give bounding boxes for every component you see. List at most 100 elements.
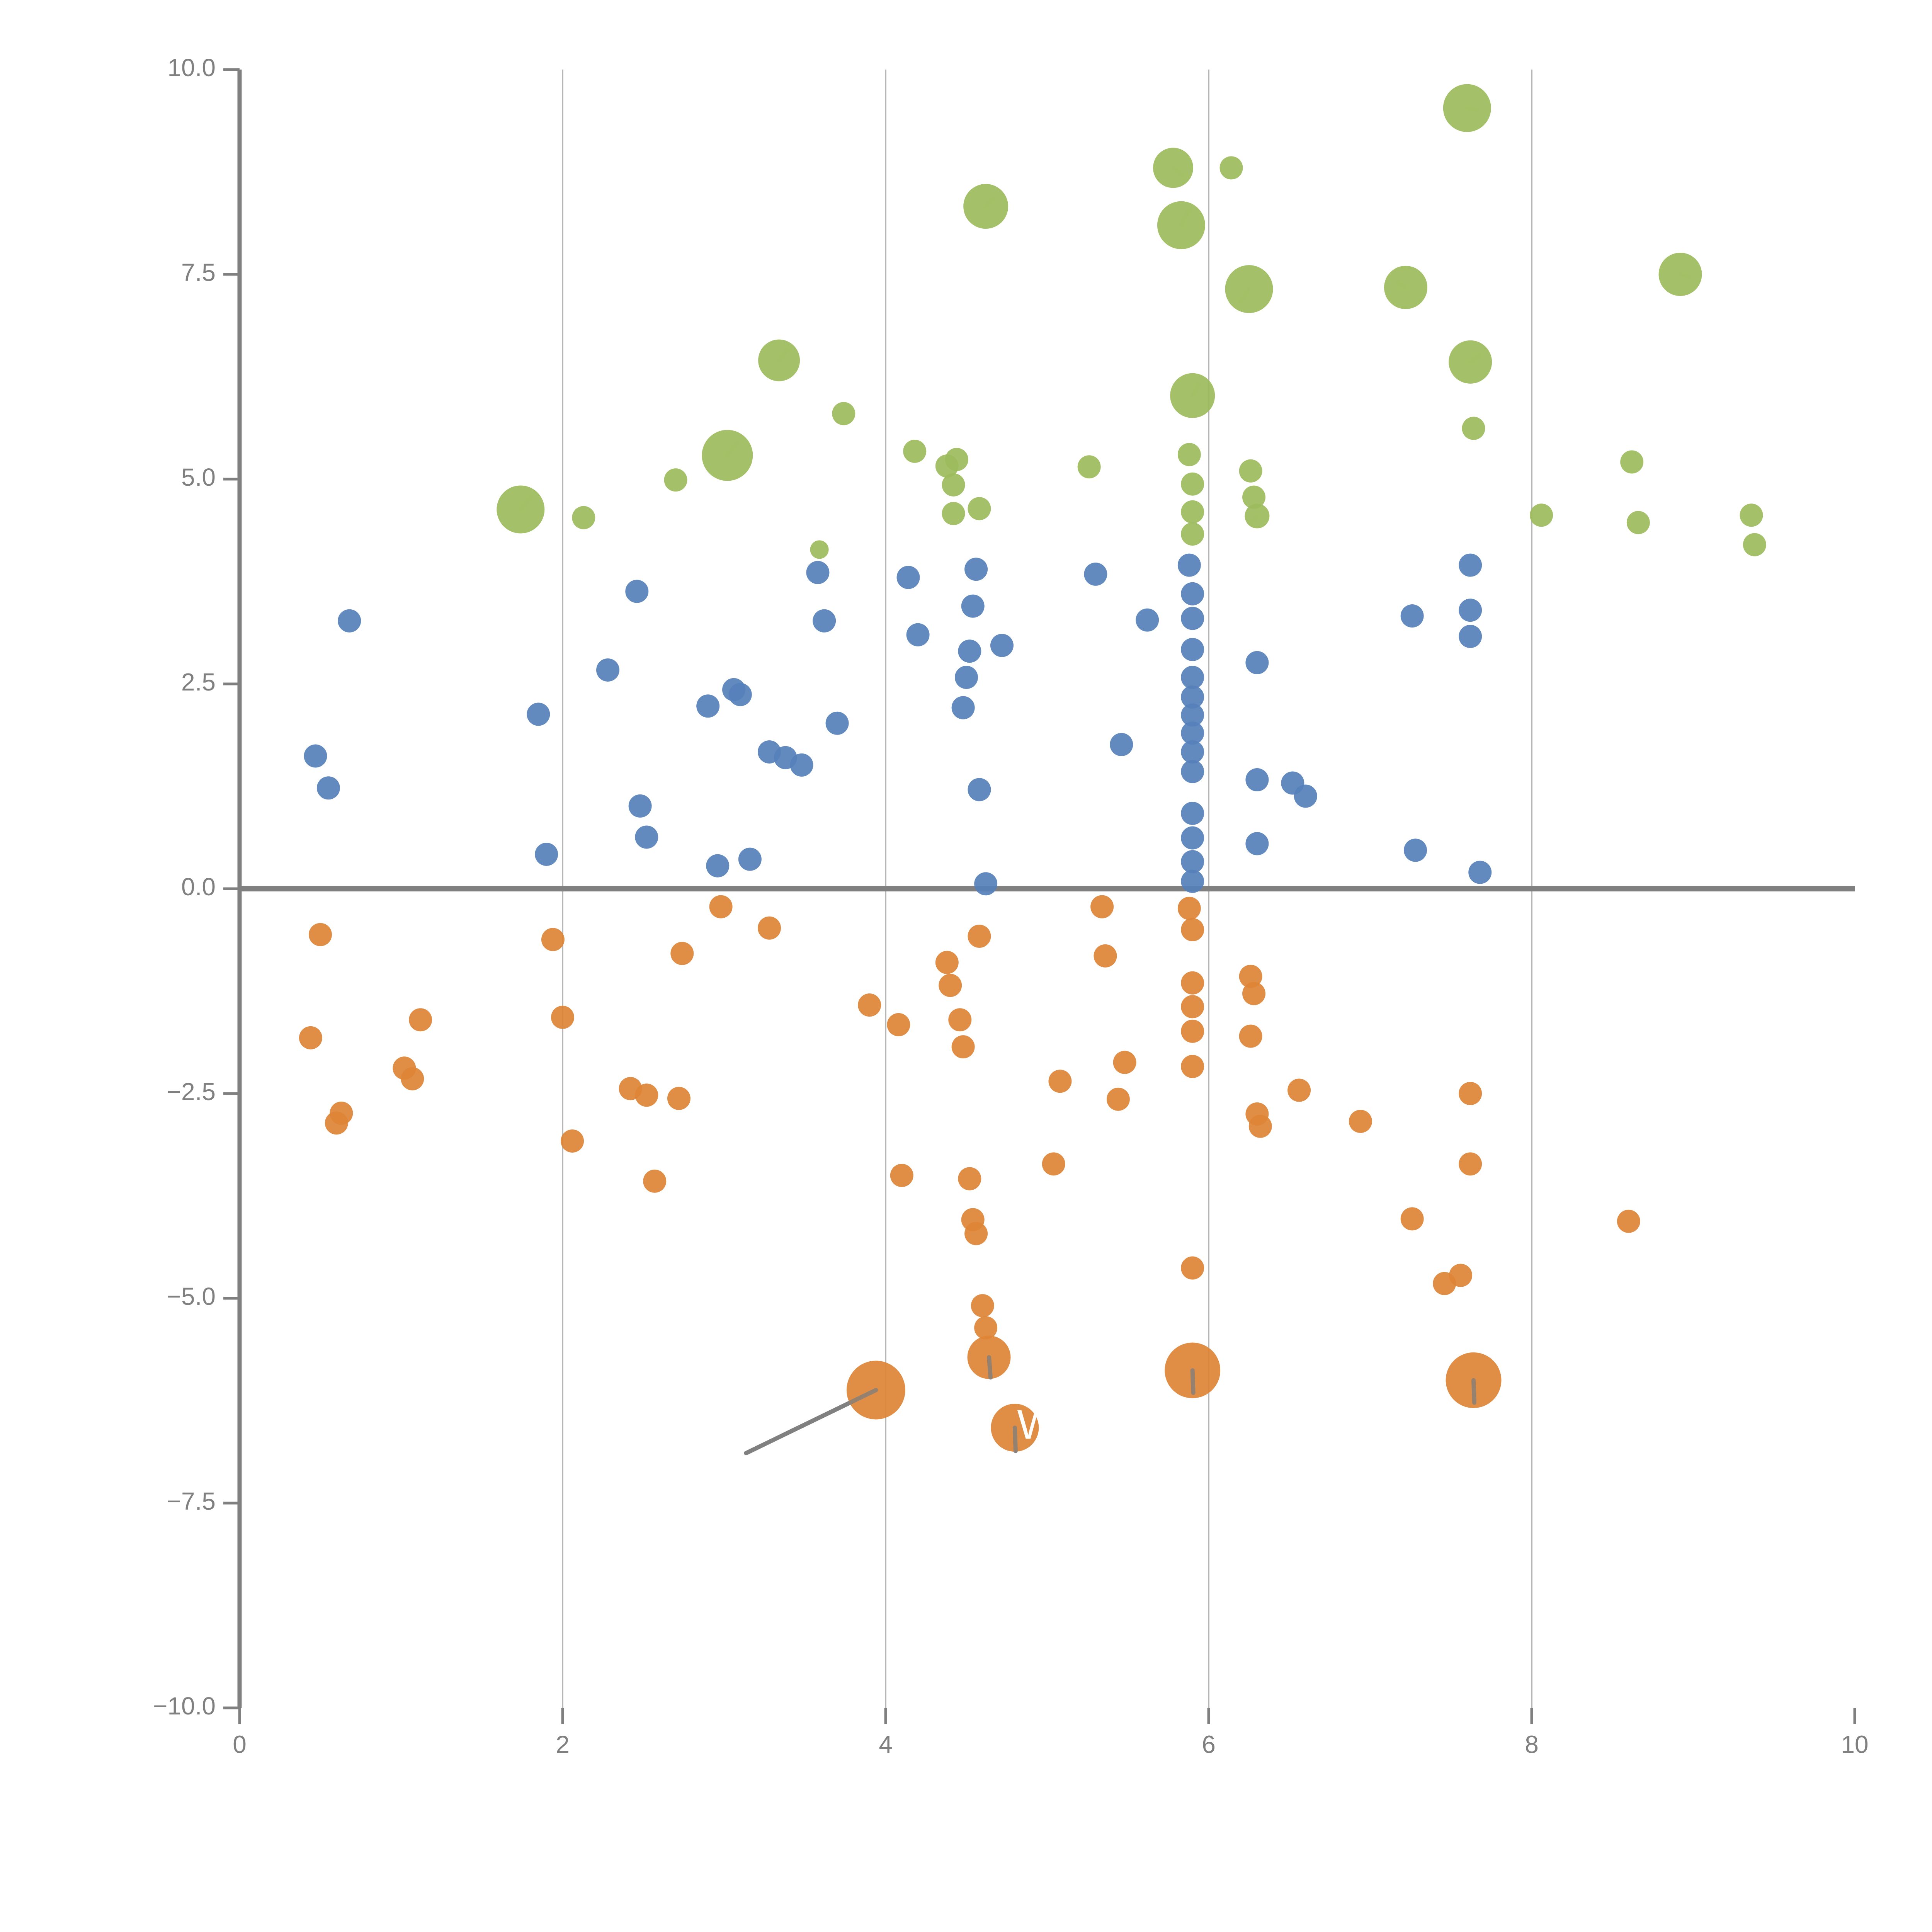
data-point-green[interactable] bbox=[1626, 511, 1650, 534]
data-point-orange[interactable] bbox=[758, 916, 781, 940]
data-point-blue[interactable] bbox=[1181, 703, 1204, 727]
data-point-green[interactable] bbox=[1077, 455, 1101, 479]
data-point-green[interactable] bbox=[572, 506, 595, 529]
data-point-blue[interactable] bbox=[825, 711, 849, 735]
data-point-orange[interactable] bbox=[1245, 1102, 1269, 1126]
data-point-blue[interactable] bbox=[1181, 850, 1204, 874]
data-point-orange[interactable] bbox=[1113, 1051, 1136, 1074]
data-point-orange[interactable] bbox=[1349, 1110, 1372, 1133]
data-point-orange[interactable] bbox=[971, 1294, 994, 1318]
data-point-orange[interactable] bbox=[551, 1005, 574, 1029]
data-point-orange[interactable] bbox=[974, 1316, 998, 1340]
data-point-green[interactable] bbox=[945, 448, 968, 471]
data-point-green[interactable] bbox=[702, 430, 753, 481]
data-point-blue[interactable] bbox=[813, 609, 836, 633]
data-point-blue[interactable] bbox=[1084, 562, 1107, 586]
data-point-blue[interactable] bbox=[1459, 599, 1482, 622]
data-point-blue[interactable] bbox=[951, 696, 975, 719]
data-point-orange[interactable] bbox=[709, 895, 733, 918]
data-point-blue[interactable] bbox=[628, 794, 652, 818]
data-point-orange[interactable] bbox=[1449, 1264, 1473, 1287]
data-point-green[interactable] bbox=[1181, 522, 1204, 546]
data-point-blue[interactable] bbox=[1468, 861, 1492, 884]
data-point-blue[interactable] bbox=[304, 744, 327, 768]
data-point-blue[interactable] bbox=[1294, 784, 1317, 808]
data-point-orange[interactable] bbox=[299, 1026, 322, 1049]
data-point-orange[interactable] bbox=[948, 1008, 972, 1032]
data-point-orange[interactable] bbox=[409, 1008, 432, 1032]
data-point-orange[interactable] bbox=[667, 1087, 690, 1110]
data-point-green[interactable] bbox=[1181, 472, 1204, 496]
data-point-blue[interactable] bbox=[527, 702, 550, 726]
data-point-blue[interactable] bbox=[625, 580, 649, 603]
data-point-orange[interactable] bbox=[1181, 971, 1204, 995]
data-point-blue[interactable] bbox=[906, 623, 930, 646]
data-point-orange[interactable] bbox=[939, 974, 962, 997]
data-point-orange[interactable] bbox=[1400, 1207, 1424, 1231]
data-point-green[interactable] bbox=[1225, 265, 1273, 313]
data-point-orange[interactable] bbox=[1181, 995, 1204, 1019]
data-point-green[interactable] bbox=[1242, 485, 1266, 509]
data-point-green[interactable] bbox=[1219, 156, 1243, 180]
data-point-blue[interactable] bbox=[968, 778, 991, 801]
data-point-green[interactable] bbox=[1239, 459, 1262, 483]
data-point-green[interactable] bbox=[1620, 450, 1644, 474]
data-point-orange[interactable] bbox=[1459, 1082, 1482, 1105]
data-point-orange[interactable] bbox=[1239, 1024, 1262, 1048]
data-point-green[interactable] bbox=[1153, 148, 1194, 188]
data-point-blue[interactable] bbox=[1181, 721, 1204, 745]
data-point-orange[interactable] bbox=[670, 942, 694, 965]
data-point-blue[interactable] bbox=[535, 842, 558, 866]
data-point-blue[interactable] bbox=[958, 639, 981, 663]
data-point-blue[interactable] bbox=[1181, 638, 1204, 661]
data-point-green[interactable] bbox=[903, 439, 927, 463]
data-point-blue[interactable] bbox=[338, 609, 361, 633]
data-point-blue[interactable] bbox=[1181, 826, 1204, 850]
data-point-orange[interactable] bbox=[951, 1035, 975, 1059]
data-point-green[interactable] bbox=[1449, 340, 1492, 384]
data-point-orange[interactable] bbox=[1242, 982, 1266, 1005]
data-point-blue[interactable] bbox=[1181, 740, 1204, 764]
data-point-orange[interactable] bbox=[643, 1169, 667, 1193]
data-point-green[interactable] bbox=[1443, 84, 1491, 132]
data-point-blue[interactable] bbox=[1245, 832, 1269, 855]
data-point-blue[interactable] bbox=[738, 847, 762, 871]
data-point-green[interactable] bbox=[664, 468, 687, 492]
data-point-blue[interactable] bbox=[728, 683, 752, 706]
data-point-orange[interactable] bbox=[1181, 1256, 1204, 1280]
data-point-orange[interactable] bbox=[330, 1101, 353, 1125]
data-point-orange[interactable] bbox=[887, 1013, 910, 1036]
data-point-orange[interactable] bbox=[1239, 964, 1262, 988]
data-point-green[interactable] bbox=[1743, 533, 1766, 556]
data-point-blue[interactable] bbox=[316, 776, 340, 800]
data-point-blue[interactable] bbox=[961, 594, 985, 618]
data-point-orange[interactable] bbox=[1094, 944, 1117, 968]
data-point-green[interactable] bbox=[1384, 265, 1427, 309]
data-point-blue[interactable] bbox=[1181, 801, 1204, 825]
data-point-orange[interactable] bbox=[968, 924, 991, 948]
data-point-green[interactable] bbox=[497, 485, 545, 534]
data-point-orange[interactable] bbox=[1181, 1019, 1204, 1043]
data-point-blue[interactable] bbox=[1459, 625, 1482, 648]
data-point-blue[interactable] bbox=[1136, 608, 1159, 632]
data-point-orange[interactable] bbox=[890, 1164, 913, 1187]
data-point-blue[interactable] bbox=[1110, 733, 1133, 756]
data-point-orange[interactable] bbox=[1459, 1152, 1482, 1176]
data-point-blue[interactable] bbox=[790, 753, 813, 777]
data-point-blue[interactable] bbox=[1245, 651, 1269, 674]
data-point-blue[interactable] bbox=[1181, 685, 1204, 709]
data-point-orange[interactable] bbox=[1181, 918, 1204, 941]
data-point-orange[interactable] bbox=[1181, 1055, 1204, 1078]
data-point-blue[interactable] bbox=[1181, 607, 1204, 630]
data-point-orange[interactable] bbox=[1106, 1087, 1130, 1111]
data-point-green[interactable] bbox=[1245, 503, 1270, 529]
data-point-blue[interactable] bbox=[1459, 553, 1482, 577]
data-point-green[interactable] bbox=[1740, 503, 1763, 527]
data-point-orange[interactable] bbox=[541, 928, 565, 951]
data-point-blue[interactable] bbox=[964, 558, 988, 581]
data-point-green[interactable] bbox=[963, 184, 1009, 229]
data-point-orange[interactable] bbox=[1287, 1078, 1311, 1102]
data-point-orange[interactable] bbox=[561, 1129, 584, 1153]
data-point-green[interactable] bbox=[810, 540, 829, 559]
